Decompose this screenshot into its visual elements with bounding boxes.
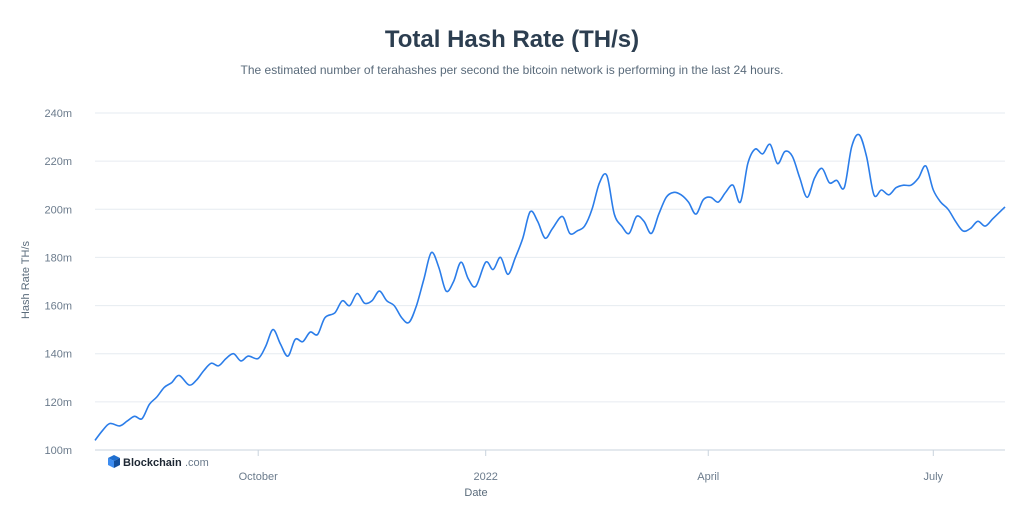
y-tick-label: 160m [44, 301, 72, 313]
y-tick-label: 120m [44, 397, 72, 409]
x-tick-label: October [239, 471, 278, 483]
chart-title: Total Hash Rate (TH/s) [384, 26, 640, 53]
y-axis-ticks: 100m 120m 140m 160m 180m 200m 220m 240m [44, 108, 72, 457]
y-tick-label: 100m [44, 445, 72, 457]
blockchain-logo-icon-left [108, 458, 114, 468]
y-tick-label: 140m [44, 349, 72, 361]
y-axis-label: Hash Rate TH/s [20, 240, 32, 319]
y-tick-label: 220m [44, 156, 72, 168]
y-tick-label: 240m [44, 108, 72, 120]
x-axis-label: Date [464, 487, 487, 499]
chart-subtitle: The estimated number of terahashes per s… [240, 63, 784, 77]
blockchain-logo[interactable]: Blockchain .com [108, 455, 209, 469]
blockchain-logo-suffix: .com [185, 457, 209, 469]
y-tick-label: 200m [44, 204, 72, 216]
x-tick-label: 2022 [473, 471, 497, 483]
x-tick-label: July [924, 471, 944, 483]
hash-rate-series-line [94, 133, 1006, 441]
y-tick-label: 180m [44, 252, 72, 264]
gridlines [95, 112, 1005, 403]
x-tick-label: April [697, 471, 719, 483]
blockchain-logo-icon-right [114, 458, 120, 468]
blockchain-logo-text: Blockchain [123, 457, 182, 469]
x-axis-ticks: October 2022 April July [239, 450, 944, 483]
